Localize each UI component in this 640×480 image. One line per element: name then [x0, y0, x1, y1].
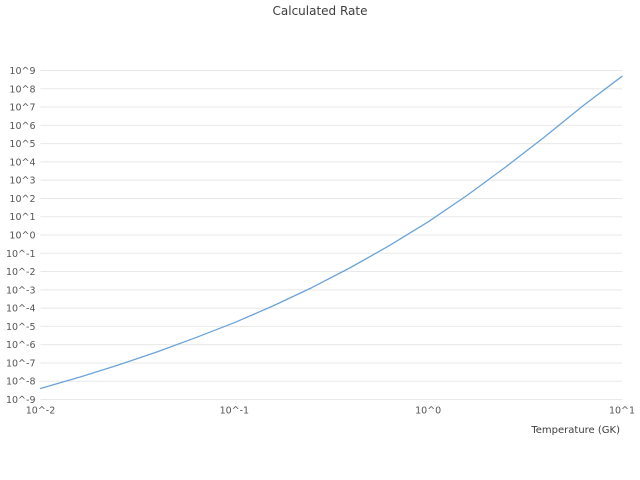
y-tick-label: 10^7 [9, 103, 35, 114]
y-tick-label: 10^6 [9, 121, 35, 132]
y-tick-label: 10^-8 [6, 377, 36, 388]
y-tick-label: 10^-4 [6, 304, 36, 315]
x-tick-label: 10^-1 [220, 406, 250, 417]
y-tick-label: 10^-2 [6, 267, 36, 278]
y-tick-label: 10^2 [9, 194, 35, 205]
y-tick-label: 10^8 [9, 84, 35, 95]
y-tick-label: 10^-6 [6, 340, 36, 351]
y-tick-label: 10^5 [9, 139, 35, 150]
y-tick-label: 10^4 [9, 157, 35, 168]
y-tick-label: 10^9 [9, 66, 35, 77]
x-tick-label: 10^-2 [26, 406, 56, 417]
rate-series-line [39, 75, 623, 390]
x-axis-label: Temperature (GK) [531, 425, 620, 436]
y-tick-label: 10^0 [9, 231, 35, 242]
y-tick-label: 10^1 [9, 212, 35, 223]
y-tick-label: 10^-7 [6, 358, 36, 369]
chart-title: Calculated Rate [272, 4, 368, 18]
x-tick-label: 10^0 [415, 406, 441, 417]
y-tick-label: 10^-9 [6, 395, 36, 406]
y-tick-label: 10^-5 [6, 322, 36, 333]
y-tick-label: 10^-1 [6, 249, 36, 260]
y-tick-label: 10^3 [9, 176, 35, 187]
y-tick-label: 10^-3 [6, 285, 36, 296]
x-tick-label: 10^1 [609, 406, 635, 417]
